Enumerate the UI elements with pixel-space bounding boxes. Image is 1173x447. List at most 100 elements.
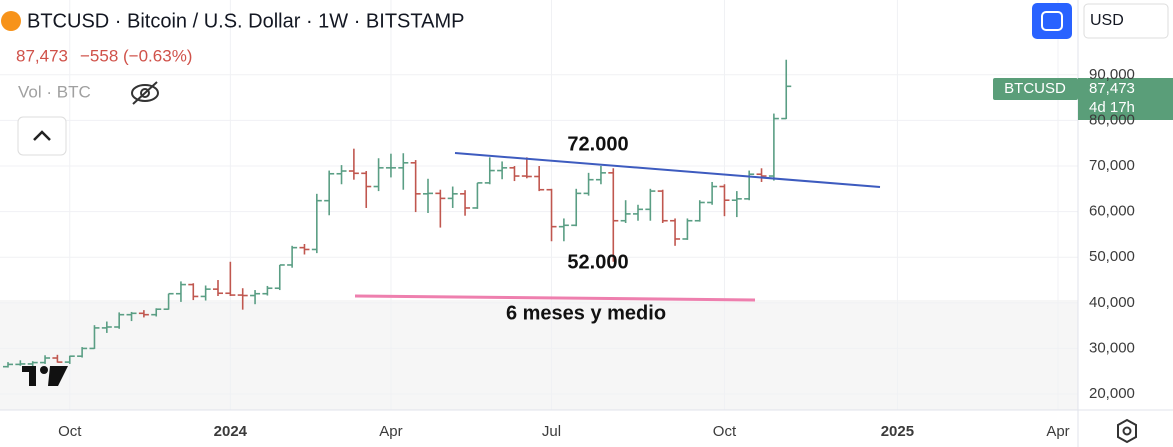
ohlc-bar (781, 59, 792, 120)
ohlc-bar (719, 184, 730, 217)
ohlc-bar (89, 325, 100, 350)
coin-icon (1, 11, 21, 31)
ohlc-bar (509, 166, 520, 182)
ohlc-bar (608, 168, 619, 262)
ohlc-bar (3, 362, 13, 368)
ohlc-bar (731, 191, 742, 218)
ohlc-bar (200, 285, 211, 301)
ohlc-bar (571, 188, 582, 227)
ohlc-bar (460, 190, 471, 216)
settings-icon[interactable] (1117, 418, 1137, 444)
collapse-button[interactable] (17, 116, 67, 156)
hide-icon[interactable] (131, 81, 159, 105)
ohlc-bar (707, 181, 718, 205)
y-tick-label: 30,000 (1089, 339, 1135, 356)
ohlc-bar (225, 261, 236, 296)
lower-shade (0, 300, 1078, 410)
price-change: −558 (−0.63%) (80, 46, 192, 65)
x-tick-label: 2024 (214, 423, 248, 440)
price-tag-box (1078, 78, 1173, 120)
tv-logo (22, 366, 68, 386)
currency[interactable]: USD (1090, 12, 1124, 29)
ohlc-bar (114, 312, 125, 329)
y-tick-label: 20,000 (1089, 385, 1135, 402)
ohlc-bar (324, 170, 335, 216)
x-tick-label: Apr (379, 423, 402, 440)
ohlc-bar (484, 157, 495, 185)
ohlc-bar (546, 188, 557, 242)
y-tick-label: 80,000 (1089, 111, 1135, 128)
ohlc-bar (768, 113, 779, 181)
x-tick-label: 2025 (881, 423, 914, 440)
ohlc-bar (423, 178, 433, 213)
y-tick-label: 90,000 (1089, 66, 1135, 83)
price-tag-price: 87,473 (1089, 80, 1135, 97)
x-tick-label: Apr (1046, 423, 1069, 440)
price-tag-symbol: BTCUSD (1004, 80, 1066, 97)
price-tag-countdown: 4d 17h (1089, 99, 1135, 116)
ohlc-bar (694, 200, 705, 222)
x-tick-label: Oct (713, 423, 737, 440)
ohlc-bar (472, 182, 483, 209)
ohlc-bar (633, 204, 643, 221)
y-tick-label: 60,000 (1089, 203, 1135, 220)
ohlc-bar (262, 285, 273, 296)
ohlc-bar (398, 153, 409, 190)
ohlc-bar (40, 355, 51, 364)
ohlc-bar (64, 355, 75, 364)
x-tick-label: Oct (58, 423, 82, 440)
x-tick-label: Jul (542, 423, 561, 440)
volume-label: Vol · BTC (18, 82, 91, 101)
ohlc-bar (435, 189, 446, 228)
y-tick-label: 70,000 (1089, 157, 1135, 174)
annotation: 72.000 (567, 133, 628, 155)
layout-button[interactable] (1032, 3, 1072, 39)
bars (3, 59, 792, 368)
ohlc-bar (521, 157, 532, 179)
ohlc-bar (299, 243, 310, 255)
ohlc-bar (744, 170, 755, 201)
ohlc-bar (620, 200, 631, 224)
ohlc-bar (138, 310, 149, 318)
ohlc-bar (756, 168, 767, 182)
trend-line (454, 152, 881, 188)
ohlc-bar (348, 148, 359, 180)
ohlc-bar (410, 160, 421, 213)
currency-button[interactable] (1083, 3, 1169, 39)
ohlc-bar (311, 193, 322, 254)
ohlc-bar (188, 283, 199, 301)
ohlc-bar (657, 189, 668, 224)
ohlc-bar (385, 153, 396, 178)
ohlc-bar (447, 186, 458, 208)
ohlc-bar (645, 188, 656, 221)
ohlc-bar (250, 290, 261, 305)
y-tick-label: 40,000 (1089, 294, 1135, 311)
ohlc-bar (583, 172, 594, 196)
y-tick-label: 50,000 (1089, 248, 1135, 265)
duration-line (354, 294, 756, 302)
ohlc-bar (595, 166, 606, 185)
ohlc-bar (670, 218, 681, 246)
symbol-title: BTCUSD · Bitcoin / U.S. Dollar · 1W · BI… (27, 10, 464, 32)
ohlc-bar (682, 218, 693, 240)
price-tag-symbol-box (993, 78, 1078, 100)
ohlc-bar (126, 311, 137, 322)
ohlc-bar (27, 361, 38, 367)
ohlc-bar (77, 347, 88, 358)
ohlc-bar (151, 308, 162, 317)
ohlc-bar (237, 288, 248, 310)
ohlc-bar (163, 292, 174, 311)
annotation: 6 meses y medio (506, 302, 666, 324)
ohlc-bar (558, 218, 569, 242)
ohlc-bar (213, 280, 223, 296)
ohlc-bar (101, 321, 112, 333)
ohlc-bar (336, 165, 347, 185)
ohlc-bar (497, 161, 508, 180)
ohlc-bar (373, 158, 384, 192)
ohlc-bar (175, 281, 186, 302)
ohlc-bar (15, 360, 26, 366)
ohlc-bar (52, 354, 63, 363)
ohlc-bar (534, 166, 545, 192)
ohlc-bar (287, 245, 298, 268)
